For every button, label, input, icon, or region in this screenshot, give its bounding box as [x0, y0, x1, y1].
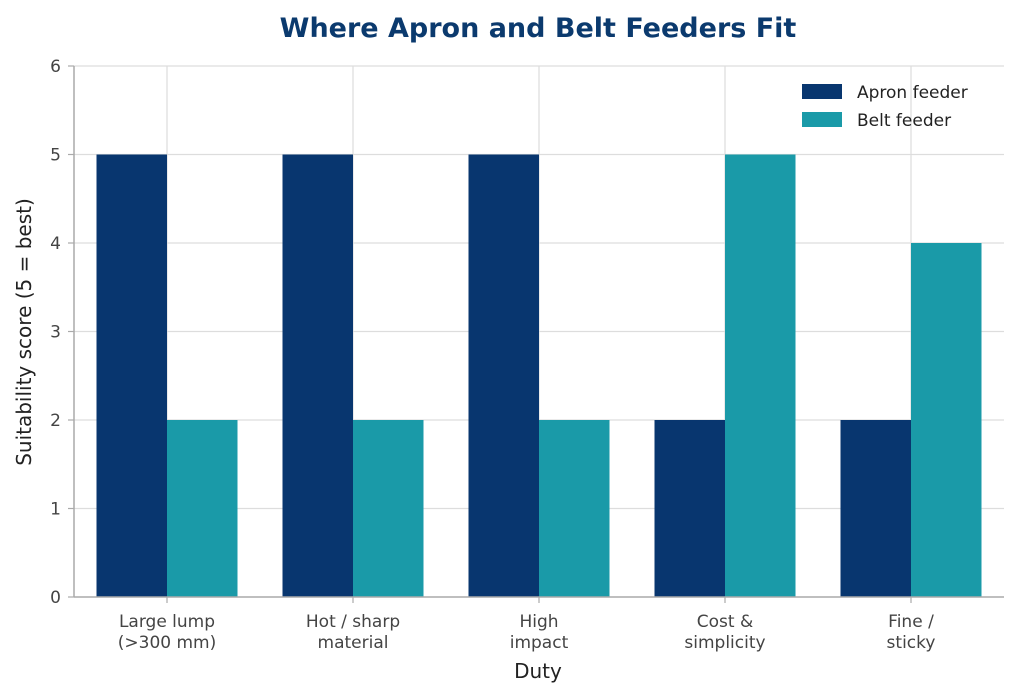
x-tick-labels: Large lump (>300 mm) Hot / sharp material Hi…: [118, 597, 936, 653]
bars: [96, 154, 982, 597]
legend-label-apron: Apron feeder: [857, 83, 968, 103]
y-tick-label-3: 3: [50, 323, 61, 343]
y-tick-label-4: 4: [50, 234, 61, 254]
legend-swatch-belt: [802, 112, 842, 127]
legend-label-belt: Belt feeder: [857, 111, 951, 131]
y-tick-labels: 0 1 2 3 4 5 6: [50, 57, 74, 608]
bar-apron-4: [840, 420, 911, 597]
y-tick-label-5: 5: [50, 146, 61, 166]
x-tick-label-2: High impact: [510, 612, 569, 653]
x-tick-label-0: Large lump (>300 mm): [118, 612, 216, 653]
x-tick-label-4: Fine / sticky: [887, 612, 936, 653]
bar-belt-1: [353, 420, 424, 597]
bar-apron-3: [654, 420, 725, 597]
x-tick-label-3: Cost & simplicity: [684, 612, 765, 653]
bar-belt-3: [725, 154, 796, 597]
y-axis-label: Suitability score (5 = best): [12, 198, 36, 466]
bar-apron-2: [468, 154, 539, 597]
bar-belt-4: [911, 243, 982, 597]
y-tick-label-0: 0: [50, 588, 61, 608]
x-tick-label-1: Hot / sharp material: [306, 612, 400, 653]
y-tick-label-6: 6: [50, 57, 61, 77]
x-axis-label: Duty: [514, 659, 562, 683]
bar-belt-2: [539, 420, 610, 597]
bar-apron-1: [282, 154, 353, 597]
chart-title: Where Apron and Belt Feeders Fit: [280, 13, 797, 44]
y-tick-label-2: 2: [50, 411, 61, 431]
y-tick-label-1: 1: [50, 500, 61, 520]
bar-belt-0: [167, 420, 238, 597]
legend: Apron feeder Belt feeder: [802, 83, 968, 131]
legend-swatch-apron: [802, 84, 842, 99]
bar-apron-0: [96, 154, 167, 597]
